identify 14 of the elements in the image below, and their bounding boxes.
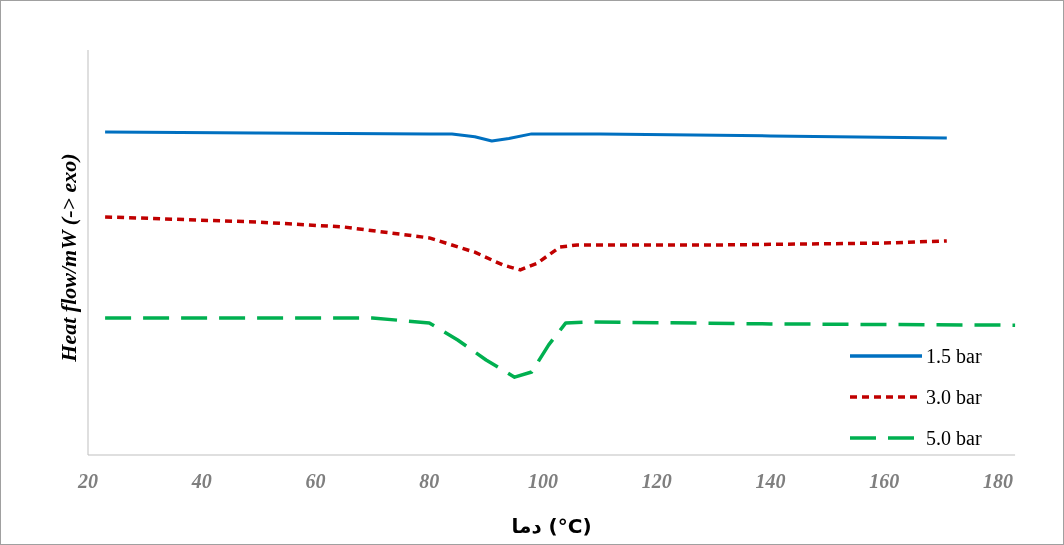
y-axis-title: Heat flow/mW (-> exo) (56, 153, 81, 363)
x-axis-title: دما (°C) (511, 514, 592, 538)
x-tick-label: 160 (869, 470, 900, 492)
x-tick-label: 40 (190, 470, 212, 492)
legend-label: 3.0 bar (926, 386, 982, 408)
x-tick-label: 60 (305, 470, 326, 492)
x-tick-label: 80 (419, 470, 440, 492)
x-tick-label: 100 (528, 470, 558, 492)
x-tick-label: 140 (755, 470, 786, 492)
legend-label: 1.5 bar (926, 345, 982, 367)
x-tick-label: 120 (641, 470, 672, 492)
legend-label: 5.0 bar (926, 427, 982, 449)
x-tick-label: 20 (77, 470, 98, 492)
x-tick-label: 180 (983, 470, 1013, 492)
